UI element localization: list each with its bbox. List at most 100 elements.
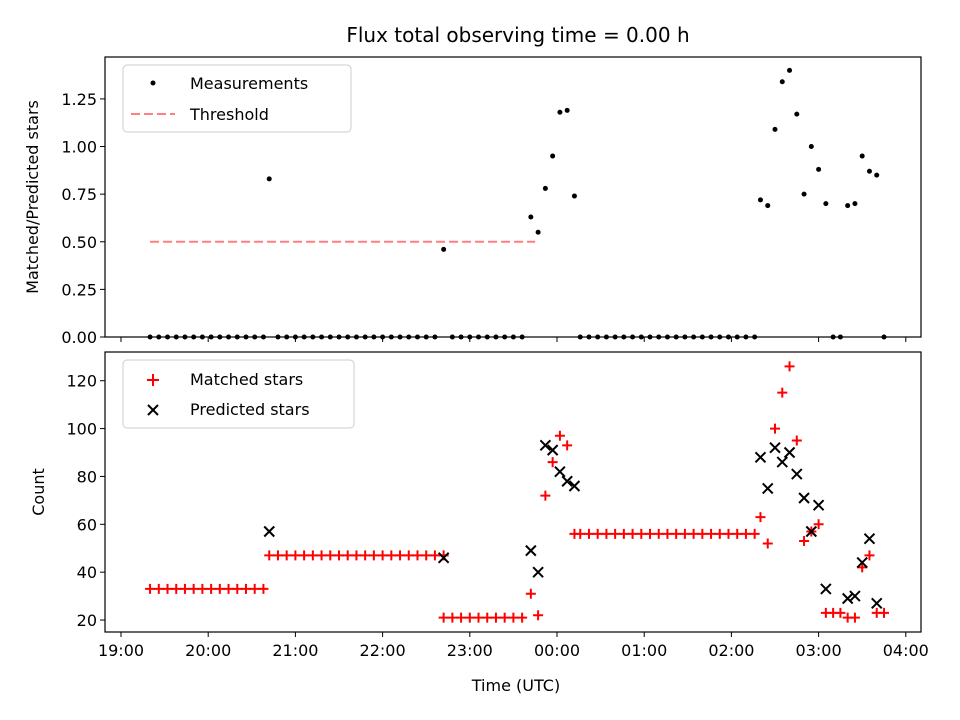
matched-star-point [755, 512, 766, 523]
matched-star-point [697, 528, 708, 539]
matched-star-point [879, 607, 889, 618]
matched-star-point [835, 607, 846, 618]
top-x-ticks [120, 337, 907, 342]
matched-star-point [258, 583, 269, 594]
matched-star-point [145, 583, 156, 594]
y-tick-label: 0.00 [61, 328, 97, 347]
legend-matched-marker [147, 374, 159, 386]
matched-star-point [864, 550, 875, 561]
matched-star-point [264, 550, 275, 561]
matched-star-point [627, 528, 638, 539]
legend-measurements-label: Measurements [190, 74, 308, 93]
matched-star-point [447, 612, 458, 623]
x-axis-label: Time (UTC) [471, 676, 560, 695]
top-axes-frame [104, 56, 922, 338]
matched-star-point [857, 562, 868, 573]
matched-star-point [662, 528, 673, 539]
matched-star-point [240, 583, 251, 594]
matched-star-point [679, 528, 690, 539]
measurement-point [866, 168, 872, 174]
legend-predicted-label: Predicted stars [190, 400, 310, 419]
predicted-star-point [769, 442, 781, 454]
measurement-point [801, 191, 807, 197]
matched-star-point [618, 528, 629, 539]
matched-star-point [153, 583, 164, 594]
matched-star-point [583, 528, 594, 539]
bottom-legend: Matched stars Predicted stars [122, 359, 355, 429]
measurement-point [852, 201, 858, 207]
x-tick-label: 01:00 [621, 641, 667, 660]
chart-title: Flux total observing time = 0.00 h [346, 23, 689, 47]
matched-star-point [188, 583, 199, 594]
legend-predicted-marker [147, 404, 159, 416]
x-tick-label: 03:00 [796, 641, 842, 660]
matched-star-point [290, 550, 301, 561]
matched-star-point [540, 490, 551, 501]
bottom-axes-frame [104, 351, 922, 633]
predicted-star-point [791, 468, 803, 480]
measurement-point [808, 144, 814, 150]
matched-star-point [395, 550, 406, 561]
matched-star-point [499, 612, 510, 623]
y-tick-label: 1.25 [61, 90, 97, 109]
y-tick-label: 1.00 [61, 138, 97, 157]
matched-star-point [197, 583, 208, 594]
matched-star-point [562, 440, 573, 451]
matched-star-point [601, 528, 612, 539]
matched-star-point [799, 536, 810, 547]
matched-star-point [723, 528, 734, 539]
predicted-star-point [568, 480, 581, 492]
y-tick-label: 0.25 [61, 280, 97, 299]
matched-star-point [316, 550, 327, 561]
matched-star-point [653, 528, 664, 539]
predicted-star-point [532, 566, 544, 578]
matched-star-point [554, 430, 565, 441]
top-legend: Measurements Threshold [122, 64, 352, 133]
matched-star-point [179, 583, 190, 594]
matched-star-point [464, 612, 475, 623]
measurement-point [859, 153, 865, 159]
predicted-star-point [871, 597, 883, 609]
predicted-star-point [849, 590, 861, 602]
matched-star-point [368, 550, 379, 561]
matched-star-point [351, 550, 362, 561]
matched-star-point [482, 612, 493, 623]
measurement-point [266, 176, 272, 182]
matched-star-point [784, 361, 795, 372]
predicted-star-point [263, 525, 275, 538]
top-legend-box [122, 64, 352, 133]
measurement-point [816, 166, 822, 172]
legend-measurements-marker [150, 80, 156, 86]
predicted-star-point [437, 552, 450, 564]
measurement-point [772, 126, 778, 132]
matched-star-point [740, 528, 751, 539]
matched-star-point [412, 550, 423, 561]
matched-star-point [706, 528, 717, 539]
matched-star-point [592, 528, 603, 539]
top-y-ticks: 0.00 0.25 0.50 0.75 1.00 1.25 [61, 90, 105, 347]
bottom-y-ticks: 20 40 60 80 100 120 [66, 372, 105, 630]
matched-star-point [249, 583, 260, 594]
predicted-star-point [539, 439, 552, 452]
matched-star-point [525, 588, 536, 599]
x-tick-label: 22:00 [360, 641, 406, 660]
matched-star-point [645, 528, 656, 539]
y-tick-label: 0.50 [61, 233, 97, 252]
matched-star-point [272, 550, 283, 561]
matched-star-point [206, 583, 217, 594]
matched-star-point [377, 550, 388, 561]
matched-star-point [636, 528, 647, 539]
predicted-star-point [805, 525, 818, 538]
measurement-point [765, 203, 771, 209]
matched-star-point [223, 583, 234, 594]
y-tick-label: 100 [66, 420, 97, 439]
predicted-star-point [783, 446, 796, 459]
y-tick-label: 80 [77, 467, 97, 486]
matched-star-point [671, 528, 682, 539]
matched-star-point [307, 550, 318, 561]
matched-star-point [813, 519, 824, 530]
matched-star-point [403, 550, 414, 561]
matched-star-point [325, 550, 336, 561]
y-tick-label: 0.75 [61, 185, 97, 204]
